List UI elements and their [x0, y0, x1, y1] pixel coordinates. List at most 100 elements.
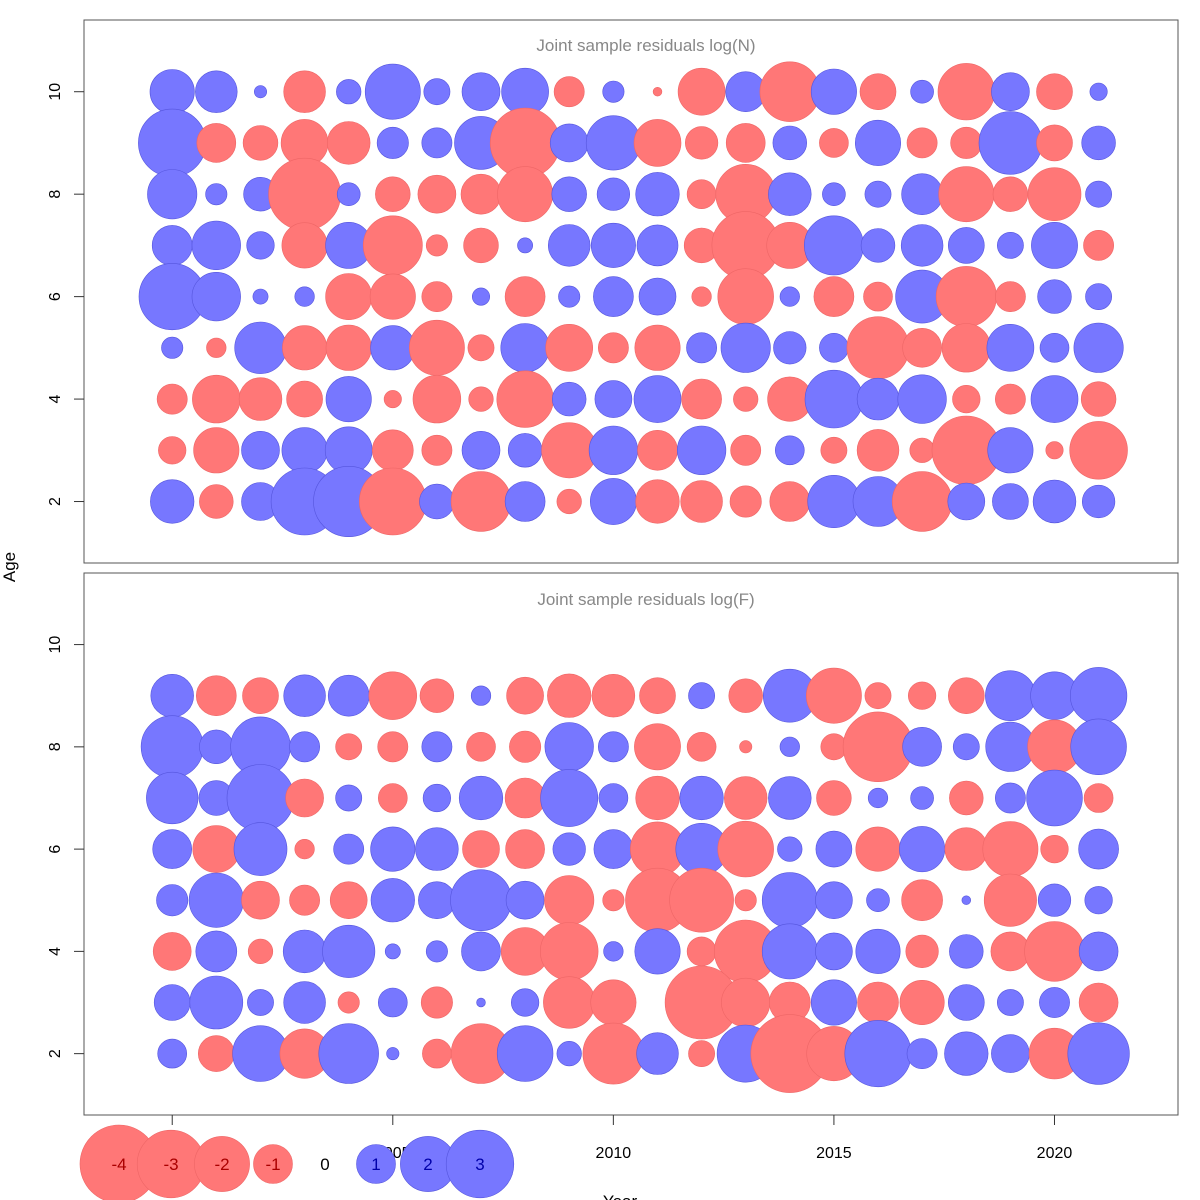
residual-bubble	[408, 319, 465, 376]
residual-bubble	[949, 780, 984, 816]
residual-bubble	[991, 1034, 1030, 1073]
residual-bubble	[421, 281, 453, 313]
residual-bubble	[991, 72, 1030, 111]
residual-bubble	[995, 782, 1026, 814]
residual-bubble	[196, 675, 237, 717]
residual-bubble	[864, 682, 892, 710]
residual-bubble	[815, 830, 853, 868]
residual-bubble	[855, 928, 901, 974]
residual-bubble	[594, 380, 633, 418]
residual-bubble	[997, 231, 1024, 259]
residual-bubble	[254, 85, 268, 99]
residual-bubble	[543, 976, 596, 1029]
legend-label: 1	[371, 1155, 380, 1174]
residual-bubble	[995, 281, 1026, 313]
residual-bubble	[450, 869, 512, 932]
residual-bubble	[226, 764, 295, 832]
residual-bubble	[247, 989, 274, 1016]
residual-bubble	[590, 478, 637, 525]
residual-bubble	[1039, 987, 1070, 1018]
residual-bubble	[422, 783, 452, 813]
residual-bubble	[907, 681, 937, 710]
residual-bubble	[681, 378, 722, 420]
residual-bubble	[815, 932, 853, 971]
residual-bubble	[1078, 828, 1119, 870]
y-tick-label: 2	[47, 497, 64, 506]
residual-bubble	[804, 369, 864, 429]
x-tick-label: 2010	[596, 1145, 632, 1162]
residual-bubble	[856, 429, 900, 472]
residual-bubble	[496, 1025, 554, 1082]
residual-bubble	[864, 180, 892, 208]
x-tick-label: 2020	[1037, 1145, 1073, 1162]
residual-bubble	[241, 880, 280, 920]
residual-bubble	[233, 822, 288, 876]
residual-bubble	[1080, 381, 1117, 417]
residual-bubble	[283, 981, 326, 1024]
residual-bubble	[377, 783, 408, 813]
panel-log-f: Joint sample residuals log(F) 2 4 6 8 10	[47, 572, 1179, 1116]
residual-bubble	[844, 1020, 912, 1088]
residual-bubble	[997, 989, 1024, 1016]
residual-bubble	[652, 86, 663, 97]
residual-bubble	[591, 673, 636, 718]
residual-bubble	[910, 79, 934, 104]
residual-bubble	[147, 169, 198, 220]
residual-bubble	[505, 829, 545, 869]
residual-bubble	[721, 977, 771, 1028]
residual-bubble	[517, 237, 533, 254]
residual-bubble	[777, 836, 803, 862]
residual-bubble	[285, 778, 324, 818]
residual-bubble	[947, 227, 985, 264]
residual-bubble	[376, 126, 409, 159]
residual-bubble	[545, 323, 594, 372]
residual-bubble	[549, 123, 589, 163]
residual-bubble	[152, 932, 192, 971]
y-tick-label: 6	[47, 845, 64, 854]
residual-bubble	[507, 433, 543, 468]
residual-bubble	[761, 923, 818, 980]
residual-bubble	[891, 471, 953, 532]
residual-bubble	[418, 881, 456, 920]
residual-bubble	[676, 425, 727, 475]
residual-bubble	[944, 1031, 989, 1076]
residual-bubble	[679, 775, 724, 821]
legend-label: -3	[163, 1155, 178, 1174]
legend-bubble	[356, 1144, 396, 1184]
residual-bubble	[289, 731, 321, 763]
x-axis: 20002005201020152020	[154, 1115, 1072, 1162]
residual-bubble	[146, 771, 199, 825]
residual-bubble	[370, 878, 415, 923]
residual-bubble	[462, 830, 500, 868]
residual-bubble	[252, 288, 269, 305]
residual-bubble	[1037, 279, 1072, 314]
legend-bubble	[253, 1144, 293, 1184]
residual-bubble	[1024, 921, 1085, 982]
bubble-group	[140, 667, 1130, 1093]
legend-label: -2	[214, 1155, 229, 1174]
residual-bubble	[282, 325, 328, 371]
residual-bubble	[807, 474, 861, 528]
residual-bubble	[947, 984, 985, 1021]
residual-bubble	[318, 1023, 379, 1084]
residual-bubble	[422, 1038, 452, 1069]
residual-bubble	[866, 888, 890, 913]
y-tick-label: 10	[47, 83, 64, 101]
residual-bubble	[717, 268, 774, 325]
residual-bubble	[242, 677, 279, 715]
residual-bubble	[855, 826, 901, 872]
residual-bubble	[1030, 375, 1079, 423]
residual-bubble	[282, 929, 327, 974]
residual-bubble	[322, 924, 376, 978]
residual-bubble	[816, 780, 852, 816]
residual-bubble	[504, 777, 546, 819]
residual-bubble	[900, 224, 944, 267]
residual-bubble	[901, 879, 943, 922]
residual-bubble	[774, 435, 805, 466]
residual-bubble	[725, 123, 766, 163]
residual-bubble	[634, 723, 681, 771]
residual-bubble	[188, 872, 244, 928]
residual-bubble	[370, 826, 416, 872]
residual-bubble	[768, 172, 812, 216]
residual-bubble	[386, 1047, 400, 1061]
